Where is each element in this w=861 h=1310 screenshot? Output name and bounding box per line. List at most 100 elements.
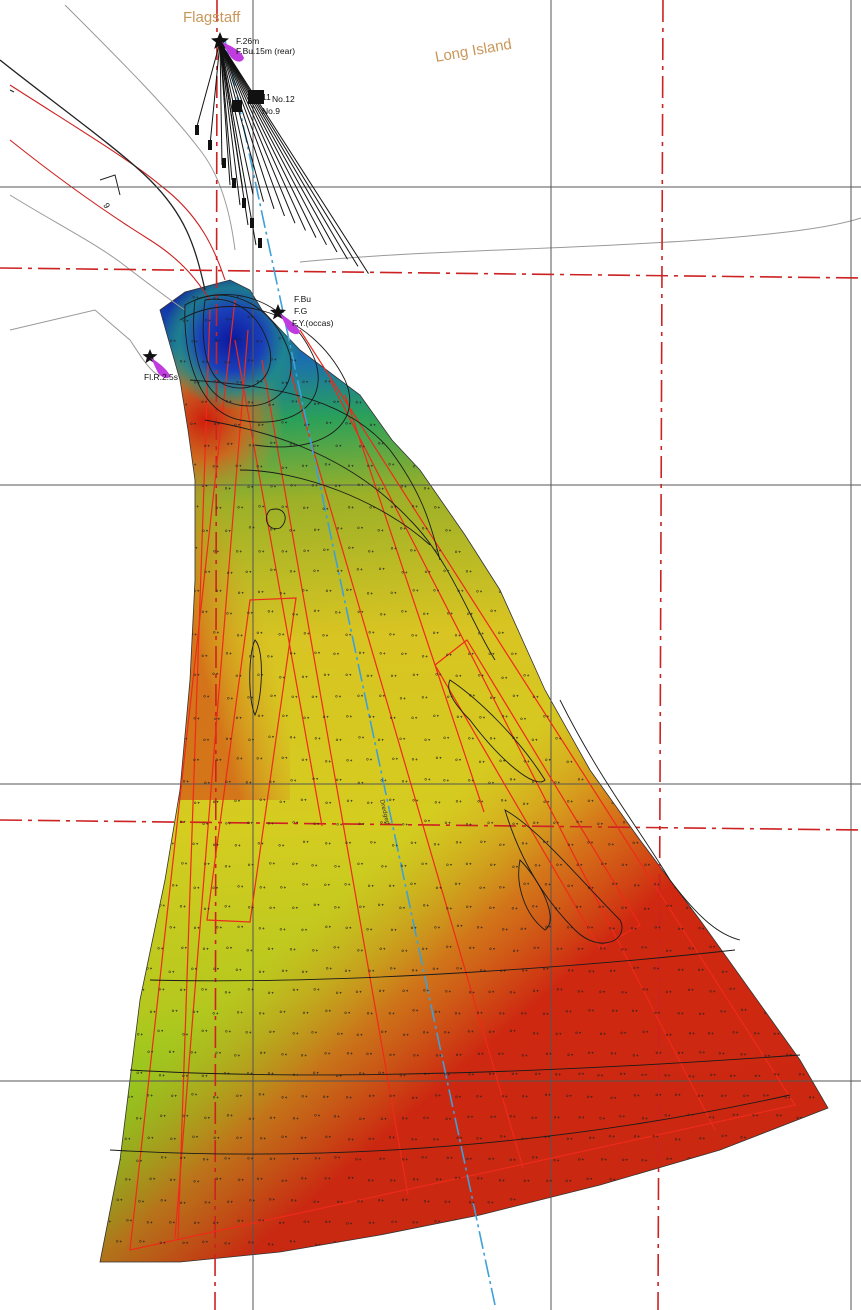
sounding-glyph: ∘˖ [269,1114,276,1122]
sounding-glyph: ∘˖ [830,841,837,849]
sounding-glyph: ∘˖ [743,716,750,724]
sounding-glyph: ∘˖ [599,692,606,700]
sounding-glyph: ∘˖ [258,883,265,891]
sounding-glyph: ∘˖ [806,1007,813,1015]
magenta-flare-icon [280,314,300,335]
sounding-glyph: ∘˖ [189,461,196,469]
sounding-glyph: ∘˖ [377,901,384,909]
sounding-glyph: ∘˖ [772,1030,779,1038]
sounding-glyph: ∘˖ [292,1114,299,1122]
front-light-label-1: F.Bu [294,294,311,304]
sounding-glyph: ∘˖ [775,1111,782,1119]
sounding-glyph: ∘˖ [709,610,716,618]
sounding-glyph: ∘˖ [728,1240,735,1248]
sounding-glyph: ∘˖ [422,987,429,995]
sounding-glyph: ∘˖ [136,947,143,955]
sounding-glyph: ∘˖ [455,420,462,428]
sounding-glyph: ∘˖ [498,884,505,892]
sounding-glyph: ∘˖ [774,359,781,367]
sounding-glyph: ∘˖ [234,462,241,470]
sounding-glyph: ∘˖ [641,1028,648,1036]
sounding-glyph: ∘˖ [675,379,682,387]
sounding-glyph: ∘˖ [665,608,672,616]
sounding-glyph: ∘˖ [729,1072,736,1080]
sounding-glyph: ∘˖ [225,944,232,952]
sounding-glyph: ∘˖ [126,1051,133,1059]
sounding-glyph: ∘˖ [765,588,772,596]
sounding-glyph: ∘˖ [442,567,449,575]
sounding-glyph: ∘˖ [818,1069,825,1077]
sounding-glyph: ∘˖ [796,440,803,448]
sounding-glyph: ∘˖ [357,779,364,787]
sounding-glyph: ∘˖ [742,461,749,469]
sounding-glyph: ∘˖ [301,378,308,386]
sounding-glyph: ∘˖ [105,839,112,847]
sounding-glyph: ∘˖ [356,1197,363,1205]
sounding-glyph: ∘˖ [488,1028,495,1036]
sounding-glyph: ∘˖ [607,671,614,679]
sounding-glyph: ∘˖ [324,378,331,386]
sounding-glyph: ∘˖ [388,882,395,890]
sounding-glyph: ∘˖ [599,611,606,619]
sounding-glyph: ∘˖ [621,1156,628,1164]
sounding-glyph: ∘˖ [325,965,332,973]
sounding-glyph: ∘˖ [805,418,812,426]
sounding-glyph: ∘˖ [610,545,617,553]
sounding-glyph: ∘˖ [795,649,802,657]
sounding-glyph: ∘˖ [556,945,563,953]
sounding-glyph: ∘˖ [786,966,793,974]
sounding-glyph: ∘˖ [313,526,320,534]
sounding-glyph: ∘˖ [762,1219,769,1227]
sounding-glyph: ∘˖ [752,691,759,699]
sounding-glyph: ∘˖ [575,482,582,490]
sounding-glyph: ∘˖ [302,838,309,846]
sounding-glyph: ∘˖ [432,965,439,973]
sounding-glyph: ∘˖ [763,713,770,721]
sounding-glyph: ∘˖ [203,779,210,787]
sounding-glyph: ∘˖ [575,1198,582,1206]
sounding-glyph: ∘˖ [104,1093,111,1101]
sounding-glyph: ∘˖ [203,442,210,450]
sounding-glyph: ∘˖ [102,1176,109,1184]
sounding-glyph: ∘˖ [511,905,518,913]
sounding-glyph: ∘˖ [543,1133,550,1141]
sounding-glyph: ∘˖ [423,817,430,825]
sounding-glyph: ∘˖ [245,947,252,955]
sounding-glyph: ∘˖ [311,482,318,490]
sounding-glyph: ∘˖ [333,862,340,870]
sounding-glyph: ∘˖ [226,569,233,577]
sounding-glyph: ∘˖ [248,1196,255,1204]
sounding-glyph: ∘˖ [564,587,571,595]
sounding-glyph: ∘˖ [388,1051,395,1059]
sounding-glyph: ∘˖ [710,775,717,783]
sounding-glyph: ∘˖ [728,649,735,657]
sounding-glyph: ∘˖ [665,1031,672,1039]
sounding-glyph: ∘˖ [278,1219,285,1227]
sounding-glyph: ∘˖ [563,422,570,430]
sounding-glyph: ∘˖ [113,693,120,701]
sounding-glyph: ∘˖ [598,483,605,491]
sounding-glyph: ∘˖ [521,380,528,388]
sounding-glyph: ∘˖ [313,400,320,408]
sounding-glyph: ∘˖ [499,293,506,301]
sounding-glyph: ∘˖ [291,819,298,827]
sounding-glyph: ∘˖ [597,568,604,576]
sounding-glyph: ∘˖ [301,462,308,470]
buoy-icon [242,198,246,208]
sounding-glyph: ∘˖ [325,587,332,595]
sounding-glyph: ∘˖ [765,293,772,301]
sounding-glyph: ∘˖ [301,587,308,595]
sounding-glyph: ∘˖ [156,1027,163,1035]
sounding-glyph: ∘˖ [398,904,405,912]
sounding-glyph: ∘˖ [555,861,562,869]
sounding-glyph: ∘˖ [456,922,463,930]
sounding-glyph: ∘˖ [180,944,187,952]
sounding-glyph: ∘˖ [433,840,440,848]
sounding-glyph: ∘˖ [411,294,418,302]
sounding-glyph: ∘˖ [356,860,363,868]
sounding-glyph: ∘˖ [322,546,329,554]
sounding-glyph: ∘˖ [314,1241,321,1249]
sounding-glyph: ∘˖ [389,714,396,722]
sounding-glyph: ∘˖ [676,628,683,636]
